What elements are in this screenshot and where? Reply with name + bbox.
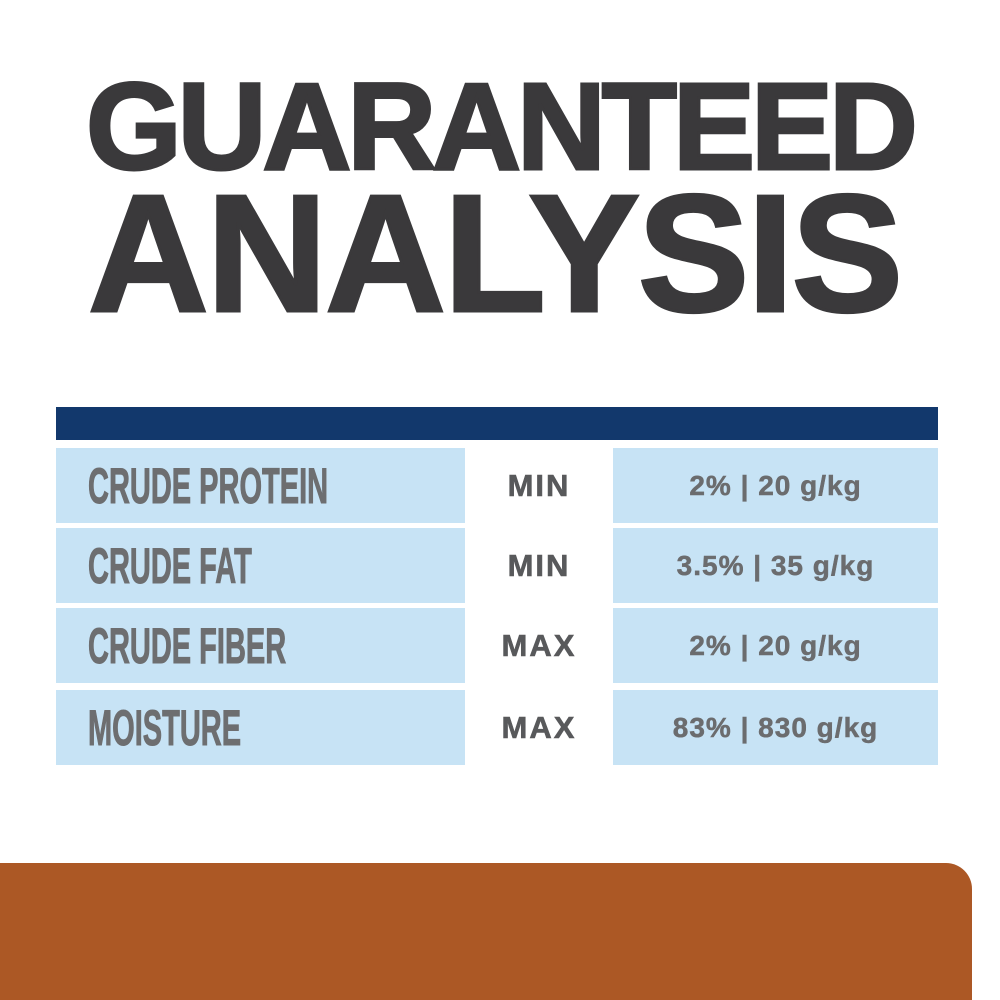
qualifier-cell: MAX [465, 690, 613, 765]
nutrient-label-cell: MOISTURE [56, 690, 465, 765]
nutrient-value: 3.5% | 35 g/kg [676, 549, 875, 581]
value-cell: 2% | 20 g/kg [613, 608, 938, 683]
table-row: MOISTURE MAX 83% | 830 g/kg [56, 690, 938, 765]
page-title-line-1: GUARANTEED [85, 59, 920, 196]
nutrient-label-cell: CRUDE FAT [56, 528, 465, 603]
qualifier-label: MIN [507, 467, 571, 503]
qualifier-label: MAX [501, 709, 577, 745]
value-cell: 2% | 20 g/kg [613, 448, 938, 523]
qualifier-label: MIN [507, 547, 571, 583]
qualifier-cell: MIN [465, 528, 613, 603]
nutrient-label-cell: CRUDE PROTEIN [56, 448, 465, 523]
table-row: CRUDE FAT MIN 3.5% | 35 g/kg [56, 528, 938, 603]
nutrient-value: 2% | 20 g/kg [689, 629, 862, 661]
value-cell: 83% | 830 g/kg [613, 690, 938, 765]
nutrient-label: CRUDE FIBER [88, 617, 287, 674]
nutrient-value: 2% | 20 g/kg [689, 469, 862, 501]
value-cell: 3.5% | 35 g/kg [613, 528, 938, 603]
qualifier-label: MAX [501, 627, 577, 663]
page-title-line-2: ANALYSIS [86, 161, 904, 347]
qualifier-cell: MAX [465, 608, 613, 683]
nutrient-label: MOISTURE [88, 699, 242, 756]
table-header-bar [56, 407, 938, 440]
nutrient-label-cell: CRUDE FIBER [56, 608, 465, 683]
table-row: CRUDE FIBER MAX 2% | 20 g/kg [56, 608, 938, 683]
nutrient-label: CRUDE PROTEIN [88, 457, 329, 514]
nutrient-label: CRUDE FAT [88, 537, 252, 594]
qualifier-cell: MIN [465, 448, 613, 523]
footer-accent-bar [0, 863, 972, 1000]
table-row: CRUDE PROTEIN MIN 2% | 20 g/kg [56, 448, 938, 523]
nutrient-value: 83% | 830 g/kg [672, 711, 879, 743]
